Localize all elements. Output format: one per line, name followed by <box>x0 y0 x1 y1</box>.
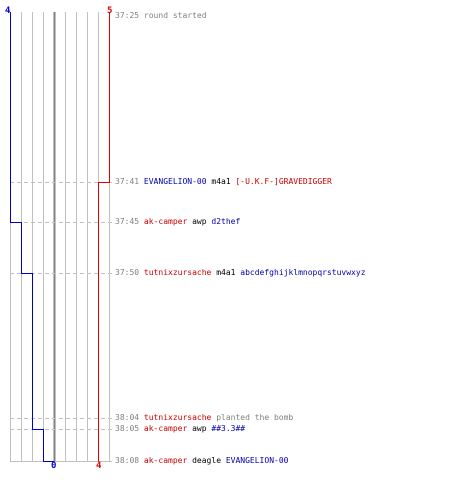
weapon-name: m4a1 <box>216 268 236 277</box>
blue-count-top: 4 <box>5 6 11 16</box>
weapon-name: awp <box>192 424 207 433</box>
event-row: 38:04 tutnixzursache planted the bomb <box>115 413 293 423</box>
event-row: 37:41 EVANGELION-00 m4a1 [-U.K.F-]GRAVED… <box>115 177 332 187</box>
event-time: 37:45 <box>115 217 140 226</box>
weapon-name: deagle <box>192 456 222 465</box>
victim-name: EVANGELION-00 <box>225 456 289 465</box>
event-time: 37:50 <box>115 268 140 277</box>
killer-name: EVANGELION-00 <box>143 177 207 186</box>
event-time: 38:05 <box>115 424 140 433</box>
event-time: 38:08 <box>115 456 140 465</box>
event-row: 37:50 tutnixzursache m4a1 abcdefghijklmn… <box>115 268 366 278</box>
killer-name: ak-camper <box>143 217 188 226</box>
red-count-bottom: 4 <box>96 461 102 471</box>
weapon-name: awp <box>192 217 207 226</box>
killer-name: ak-camper <box>143 424 188 433</box>
event-row: 37:45 ak-camper awp d2thef <box>115 217 240 227</box>
event-time: 37:41 <box>115 177 140 186</box>
blue-team-alive-line <box>10 12 55 462</box>
victim-name: d2thef <box>211 217 241 226</box>
killer-name: tutnixzursache <box>143 268 212 277</box>
event-row: 38:05 ak-camper awp ##3.3## <box>115 424 245 434</box>
killer-name: ak-camper <box>143 456 188 465</box>
blue-count-bottom: 0 <box>51 461 57 471</box>
victim-name: abcdefghijklmnopqrstuvwxyz <box>240 268 366 277</box>
event-note: round started <box>143 11 207 20</box>
weapon-name: m4a1 <box>211 177 231 186</box>
red-count-top: 5 <box>107 6 113 16</box>
event-row: 38:08 ak-camper deagle EVANGELION-00 <box>115 456 288 466</box>
event-time: 37:25 <box>115 11 140 20</box>
victim-name: ##3.3## <box>211 424 246 433</box>
event-note: planted the bomb <box>216 413 294 422</box>
red-team-alive-line <box>98 12 110 462</box>
event-time: 38:04 <box>115 413 140 422</box>
victim-name: [-U.K.F-]GRAVEDIGGER <box>235 177 332 186</box>
event-row: 37:25 round started <box>115 11 207 21</box>
killer-name: tutnixzursache <box>143 413 212 422</box>
